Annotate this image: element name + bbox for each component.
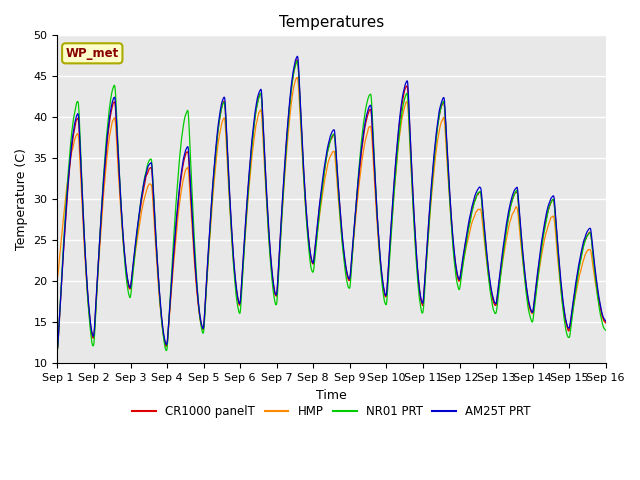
NR01 PRT bbox=[54, 347, 61, 353]
CR1000 panelT bbox=[569, 304, 577, 310]
AM25T PRT bbox=[602, 318, 609, 324]
Line: AM25T PRT: AM25T PRT bbox=[58, 56, 605, 349]
CR1000 panelT bbox=[207, 221, 214, 227]
HMP bbox=[554, 256, 561, 262]
AM25T PRT bbox=[348, 257, 355, 263]
HMP bbox=[569, 306, 577, 312]
AM25T PRT bbox=[207, 217, 214, 223]
HMP bbox=[602, 319, 609, 324]
Legend: CR1000 panelT, HMP, NR01 PRT, AM25T PRT: CR1000 panelT, HMP, NR01 PRT, AM25T PRT bbox=[127, 401, 536, 423]
CR1000 panelT bbox=[360, 134, 367, 140]
AM25T PRT bbox=[360, 130, 367, 136]
NR01 PRT bbox=[293, 58, 301, 64]
NR01 PRT bbox=[163, 348, 170, 353]
NR01 PRT bbox=[569, 308, 577, 313]
Line: NR01 PRT: NR01 PRT bbox=[58, 61, 605, 350]
Line: CR1000 panelT: CR1000 panelT bbox=[58, 60, 605, 349]
CR1000 panelT bbox=[602, 320, 609, 326]
Line: HMP: HMP bbox=[58, 77, 605, 346]
Title: Temperatures: Temperatures bbox=[279, 15, 384, 30]
AM25T PRT bbox=[294, 53, 301, 59]
AM25T PRT bbox=[54, 346, 61, 352]
CR1000 panelT bbox=[348, 260, 355, 266]
CR1000 panelT bbox=[554, 241, 561, 247]
X-axis label: Time: Time bbox=[316, 389, 347, 402]
Y-axis label: Temperature (C): Temperature (C) bbox=[15, 148, 28, 250]
HMP bbox=[348, 258, 356, 264]
HMP bbox=[207, 224, 214, 230]
HMP bbox=[360, 146, 367, 152]
AM25T PRT bbox=[569, 302, 577, 308]
NR01 PRT bbox=[554, 248, 561, 253]
CR1000 panelT bbox=[491, 302, 499, 308]
NR01 PRT bbox=[348, 261, 356, 267]
NR01 PRT bbox=[360, 119, 367, 125]
HMP bbox=[293, 74, 301, 80]
AM25T PRT bbox=[554, 238, 561, 244]
AM25T PRT bbox=[491, 300, 499, 306]
NR01 PRT bbox=[602, 327, 609, 333]
NR01 PRT bbox=[207, 218, 214, 224]
HMP bbox=[54, 275, 61, 281]
NR01 PRT bbox=[492, 311, 499, 316]
CR1000 panelT bbox=[293, 57, 301, 63]
CR1000 panelT bbox=[54, 347, 61, 352]
HMP bbox=[492, 302, 499, 308]
HMP bbox=[163, 343, 170, 348]
Text: WP_met: WP_met bbox=[66, 47, 119, 60]
